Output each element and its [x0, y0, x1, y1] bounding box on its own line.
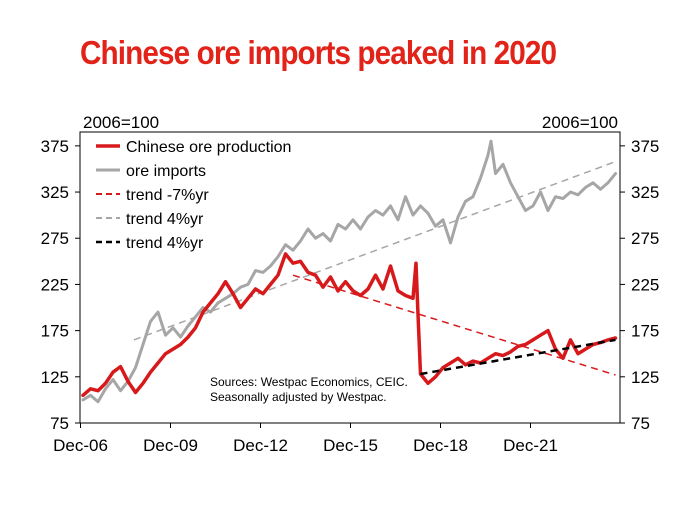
x-tick-label: Dec-12 [233, 436, 288, 455]
legend-label-3: trend 4%yr [126, 211, 204, 228]
left-axis-unit: 2006=100 [83, 113, 159, 132]
y-tick-label-right: 75 [631, 414, 650, 433]
series-line-0 [81, 252, 618, 398]
source-note-line-2: Seasonally adjusted by Westpac. [210, 390, 387, 404]
right-axis-unit: 2006=100 [542, 113, 618, 132]
x-tick-label: Dec-18 [413, 436, 468, 455]
series-line-4 [420, 338, 616, 376]
chart-title: Chinese ore imports peaked in 2020 [80, 34, 557, 71]
series-line-3 [133, 160, 616, 341]
tick-labels: 75 75 125 125 175 175 225 225 275 275 325 325 375 375… [41, 137, 660, 455]
y-tick-label-left: 325 [41, 183, 69, 202]
y-tick-label-left: 125 [41, 368, 69, 387]
y-tick-label-left: 75 [50, 414, 69, 433]
legend-label-2: trend -7%yr [126, 187, 209, 204]
y-tick-label-right: 225 [631, 275, 659, 294]
y-tick-label-right: 175 [631, 322, 659, 341]
y-tick-label-left: 225 [41, 275, 69, 294]
x-tick-label: Dec-06 [53, 436, 108, 455]
series-lines [81, 139, 618, 404]
legend: Chinese ore production ore imports trend -… [96, 139, 291, 252]
y-tick-label-right: 325 [631, 183, 659, 202]
legend-label-0: Chinese ore production [126, 139, 291, 156]
y-tick-label-right: 375 [631, 137, 659, 156]
y-tick-label-left: 175 [41, 322, 69, 341]
y-tick-label-right: 125 [631, 368, 659, 387]
x-tick-label: Dec-09 [143, 436, 198, 455]
legend-label-4: trend 4%yr [126, 235, 204, 252]
x-tick-label: Dec-15 [323, 436, 378, 455]
series-line-1 [81, 139, 617, 404]
y-tick-label-left: 275 [41, 229, 69, 248]
plot-frame [79, 131, 621, 424]
y-tick-label-left: 375 [41, 137, 69, 156]
y-tick-label-right: 275 [631, 229, 659, 248]
legend-label-1: ore imports [126, 163, 206, 180]
x-tick-label: Dec-21 [503, 436, 558, 455]
source-note-line-1: Sources: Westpac Economics, CEIC. [210, 375, 408, 389]
axes [75, 131, 625, 428]
